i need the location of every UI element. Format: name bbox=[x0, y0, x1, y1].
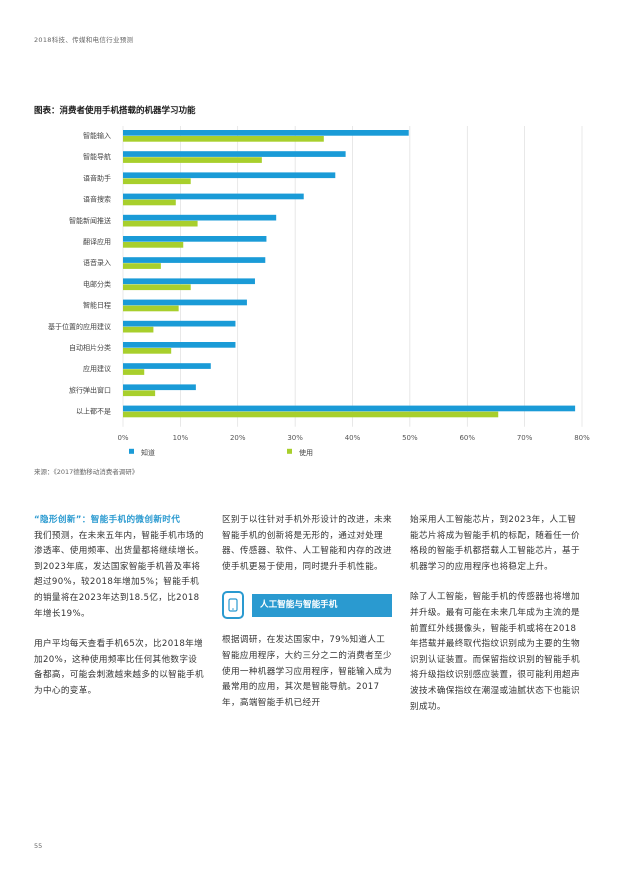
category-label: 智能新闻推送 bbox=[69, 216, 111, 225]
x-tick-label: 10% bbox=[173, 434, 189, 442]
legend-label: 使用 bbox=[299, 448, 313, 457]
category-label: 自动相片分类 bbox=[69, 343, 111, 352]
category-label: 智能导航 bbox=[83, 152, 111, 161]
bar-know bbox=[123, 172, 336, 179]
bar-know bbox=[123, 299, 247, 306]
chart-source: 来源：《2017德勤移动消费者调研》 bbox=[34, 468, 139, 476]
bar-use bbox=[123, 220, 198, 227]
legend-swatch bbox=[129, 448, 134, 454]
x-tick-label: 80% bbox=[574, 434, 590, 442]
paragraph: 用户平均每天查看手机65次，比2018年增加20%，这种使用频率比任何其他数字设… bbox=[34, 639, 204, 696]
bar-know bbox=[123, 236, 267, 242]
category-label: 语音录入 bbox=[83, 258, 111, 267]
text-column-2: 区别于以往针对手机外形设计的改进，未来智能手机的创新将是无形的，通过对处理器、传… bbox=[222, 513, 392, 726]
text-column-3: 始采用人工智能芯片，到2023年，人工智能芯片将成为智能手机的标配，随着任一价格… bbox=[410, 513, 580, 730]
bar-know bbox=[123, 363, 211, 369]
category-label: 基于位置的应用建议 bbox=[48, 322, 111, 331]
bar-use bbox=[123, 263, 161, 269]
running-header: 2018科技、传媒和电信行业预测 bbox=[34, 36, 134, 44]
category-label: 翻译应用 bbox=[83, 237, 111, 246]
page-number: 55 bbox=[34, 842, 43, 850]
x-tick-label: 20% bbox=[230, 434, 246, 442]
bar-know bbox=[123, 405, 576, 412]
x-tick-label: 0% bbox=[117, 434, 128, 442]
legend-label: 知道 bbox=[141, 448, 155, 457]
smartphone-icon bbox=[222, 591, 244, 620]
bar-use bbox=[123, 199, 176, 206]
feature-heading: 人工智能与智能手机 bbox=[222, 590, 392, 620]
bar-use bbox=[123, 411, 499, 418]
legend-swatch bbox=[287, 448, 292, 454]
x-tick-label: 60% bbox=[459, 434, 475, 442]
category-label: 电邮分类 bbox=[83, 279, 111, 288]
section-lead: “隐形创新”：智能手机的微创新时代 bbox=[34, 515, 181, 525]
bar-use bbox=[123, 369, 145, 375]
x-tick-label: 50% bbox=[402, 434, 418, 442]
bar-know bbox=[123, 342, 236, 348]
chart-title: 图表：消费者使用手机搭载的机器学习功能 bbox=[34, 104, 196, 116]
bar-know bbox=[123, 384, 196, 391]
category-label: 智能输入 bbox=[83, 131, 111, 140]
feature-title: 人工智能与智能手机 bbox=[252, 593, 392, 618]
category-label: 以上都不是 bbox=[76, 407, 111, 416]
bar-use bbox=[123, 157, 262, 163]
bar-know bbox=[123, 278, 255, 285]
chart-title-prefix: 图表 bbox=[34, 106, 52, 116]
paragraph: 除了人工智能，智能手机的传感器也将增加并升级。最有可能在未来几年成为主流的是前置… bbox=[410, 592, 580, 712]
bar-know bbox=[123, 320, 236, 327]
bar-know bbox=[123, 214, 277, 221]
bar-use bbox=[123, 326, 154, 333]
x-tick-label: 70% bbox=[517, 434, 533, 442]
bar-know bbox=[123, 130, 409, 136]
category-label: 语音搜索 bbox=[83, 195, 111, 204]
bar-use bbox=[123, 305, 179, 312]
category-label: 智能日程 bbox=[83, 301, 111, 310]
x-tick-label: 30% bbox=[287, 434, 303, 442]
bar-use bbox=[123, 348, 172, 354]
text-column-1: “隐形创新”：智能手机的微创新时代我们预测，在未来五年内，智能手机市场的渗透率、… bbox=[34, 513, 204, 715]
category-label: 旅行弹出窗口 bbox=[69, 385, 111, 394]
bar-use bbox=[123, 242, 184, 248]
bar-use bbox=[123, 390, 156, 397]
bar-know bbox=[123, 151, 346, 157]
bar-know bbox=[123, 193, 304, 200]
chart-title-text: ：消费者使用手机搭载的机器学习功能 bbox=[51, 106, 196, 116]
bar-know bbox=[123, 257, 266, 263]
x-tick-label: 40% bbox=[345, 434, 361, 442]
bar-use bbox=[123, 284, 191, 291]
paragraph: 区别于以往针对手机外形设计的改进，未来智能手机的创新将是无形的，通过对处理器、传… bbox=[222, 515, 392, 572]
paragraph: 我们预测，在未来五年内，智能手机市场的渗透率、使用频率、出货量都将继续增长。到2… bbox=[34, 530, 204, 619]
bar-use bbox=[123, 178, 191, 185]
category-label: 语音助手 bbox=[83, 173, 111, 182]
bar-use bbox=[123, 136, 324, 142]
category-label: 应用建议 bbox=[83, 364, 111, 373]
bar-chart: 0% 10% 20% 30% 40% 50% 60% 70% 80% 智能输入智能导航语音助手语音… bbox=[48, 126, 590, 457]
paragraph: 始采用人工智能芯片，到2023年，人工智能芯片将成为智能手机的标配，随着任一价格… bbox=[410, 515, 580, 572]
paragraph: 根据调研，在发达国家中，79%知道人工智能应用程序，大约三分之二的消费者至少使用… bbox=[222, 635, 392, 708]
